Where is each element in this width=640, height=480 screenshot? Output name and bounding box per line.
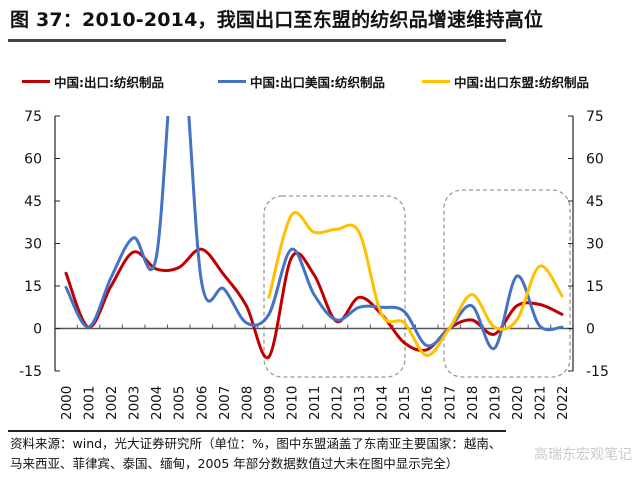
title-divider [8, 39, 506, 42]
x-tick-label: 2018 [465, 386, 481, 420]
right-y-tick-label: -15 [586, 364, 609, 380]
x-tick-label: 2010 [284, 386, 300, 420]
x-tick-label: 2000 [59, 386, 75, 420]
left-y-tick-label: 15 [24, 279, 42, 295]
legend-label: 中国:出口:纺织制品 [54, 74, 164, 90]
left-y-tick-label: 45 [24, 194, 42, 210]
line-chart: 75 75 60 60 45 45 30 30 15 15 0 0 -15 -15 2000 2001 2002… [19, 109, 609, 420]
annotation-box-1 [263, 195, 406, 378]
x-tick-label: 2019 [487, 386, 503, 420]
right-y-tick-label: 45 [586, 194, 604, 210]
chart-legend: 中国:出口:纺织制品 中国:出口美国:纺织制品 中国:出口东盟:纺织制品 [18, 72, 628, 90]
plot-area [64, 116, 564, 360]
x-tick-label: 2008 [239, 386, 255, 420]
x-tick-label: 2021 [532, 386, 548, 420]
x-tick-label: 2003 [127, 386, 143, 420]
x-tick-label: 2020 [510, 386, 526, 420]
left-y-tick-label: 0 [33, 322, 42, 338]
x-tick-label: 2012 [330, 386, 346, 420]
right-y-tick-label: 75 [586, 109, 604, 125]
series-line-3 [267, 211, 564, 357]
right-y-tick-label: 60 [586, 152, 604, 168]
legend-label: 中国:出口东盟:纺织制品 [454, 74, 589, 90]
source-line-1: 资料来源：wind，光大证券研究所（单位：%，图中东盟涵盖了东南亚主要国家：越南… [10, 436, 502, 451]
x-tick-label: 2013 [352, 386, 368, 420]
legend-swatch-yellow [422, 79, 450, 83]
left-y-tick-label: 30 [24, 237, 42, 253]
x-tick-label: 2011 [307, 386, 323, 420]
x-tick-label: 2007 [217, 386, 233, 420]
series-line-1 [64, 247, 564, 360]
right-y-tick-label: 30 [586, 237, 604, 253]
legend-item-china-textiles: 中国:出口:纺织制品 [22, 72, 164, 90]
annotation-box-2 [443, 189, 571, 378]
right-y-tick-label: 0 [586, 322, 595, 338]
x-tick-label: 2004 [149, 386, 165, 420]
legend-label: 中国:出口美国:纺织制品 [250, 74, 385, 90]
legend-item-asean-textiles: 中国:出口东盟:纺织制品 [422, 72, 589, 90]
x-tick-label: 2017 [442, 386, 458, 420]
source-note: 资料来源：wind，光大证券研究所（单位：%，图中东盟涵盖了东南亚主要国家：越南… [10, 434, 610, 474]
chart-title: 图 37：2010-2014，我国出口至东盟的纺织品增速维持高位 [10, 9, 544, 31]
left-y-tick-label: -15 [19, 364, 42, 380]
legend-swatch-blue [218, 79, 246, 83]
legend-swatch-red [22, 79, 50, 83]
watermark: 高瑞东宏观笔记 [534, 447, 632, 463]
x-tick-label: 2002 [104, 386, 120, 420]
x-tick-label: 2015 [397, 386, 413, 420]
legend-item-us-textiles: 中国:出口美国:纺织制品 [218, 72, 385, 90]
series-line-2 [64, 116, 564, 350]
x-tick-label: 2022 [555, 386, 571, 420]
x-tick-label: 2001 [82, 386, 98, 420]
right-y-tick-label: 15 [586, 279, 604, 295]
x-tick-label: 2009 [262, 386, 278, 420]
left-y-tick-label: 75 [24, 109, 42, 125]
source-divider [8, 430, 506, 432]
x-tick-label: 2005 [172, 386, 188, 420]
x-tick-label: 2014 [375, 386, 391, 420]
source-line-2: 马来西亚、菲律宾、泰国、缅甸，2005 年部分数据数值过大未在图中显示完全） [10, 456, 459, 471]
x-tick-label: 2016 [420, 386, 436, 420]
left-y-tick-label: 60 [24, 152, 42, 168]
x-tick-label: 2006 [194, 386, 210, 420]
